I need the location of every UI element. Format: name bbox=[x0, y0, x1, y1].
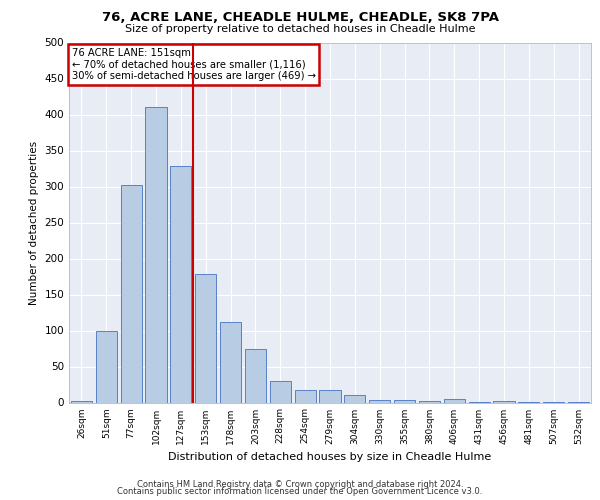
Bar bbox=[96, 331, 117, 402]
Bar bbox=[295, 390, 316, 402]
Bar bbox=[195, 274, 216, 402]
Bar bbox=[344, 396, 365, 402]
Bar bbox=[444, 399, 465, 402]
Bar bbox=[170, 166, 191, 402]
Bar bbox=[319, 390, 341, 402]
Text: Contains HM Land Registry data © Crown copyright and database right 2024.: Contains HM Land Registry data © Crown c… bbox=[137, 480, 463, 489]
Text: Size of property relative to detached houses in Cheadle Hulme: Size of property relative to detached ho… bbox=[125, 24, 475, 34]
Bar bbox=[493, 401, 515, 402]
Text: 76, ACRE LANE, CHEADLE HULME, CHEADLE, SK8 7PA: 76, ACRE LANE, CHEADLE HULME, CHEADLE, S… bbox=[101, 11, 499, 24]
Bar bbox=[145, 108, 167, 403]
Bar bbox=[419, 401, 440, 402]
Text: 76 ACRE LANE: 151sqm
← 70% of detached houses are smaller (1,116)
30% of semi-de: 76 ACRE LANE: 151sqm ← 70% of detached h… bbox=[71, 48, 316, 81]
Bar bbox=[121, 185, 142, 402]
Bar bbox=[394, 400, 415, 402]
Y-axis label: Number of detached properties: Number of detached properties bbox=[29, 140, 39, 304]
Bar bbox=[270, 381, 291, 402]
Bar bbox=[245, 348, 266, 403]
Text: Contains public sector information licensed under the Open Government Licence v3: Contains public sector information licen… bbox=[118, 487, 482, 496]
X-axis label: Distribution of detached houses by size in Cheadle Hulme: Distribution of detached houses by size … bbox=[169, 452, 491, 462]
Bar bbox=[369, 400, 390, 402]
Bar bbox=[220, 322, 241, 402]
Bar bbox=[71, 401, 92, 402]
